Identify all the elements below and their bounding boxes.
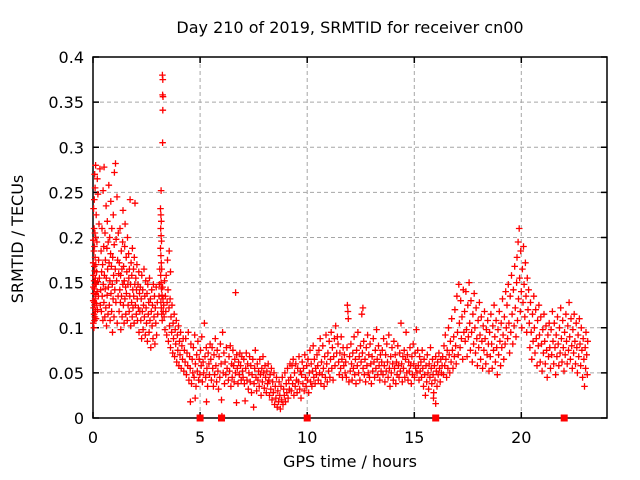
- chart-title: Day 210 of 2019, SRMTID for receiver cn0…: [176, 18, 524, 37]
- y-tick-label: 0.4: [59, 48, 84, 67]
- y-tick-label: 0.2: [59, 229, 84, 248]
- x-tick-label: 10: [297, 428, 317, 447]
- y-tick-label: 0.35: [48, 93, 84, 112]
- y-tick-label: 0.15: [48, 274, 84, 293]
- x-tick-label: 15: [404, 428, 424, 447]
- x-tick-label: 0: [88, 428, 98, 447]
- x-tick-label: 5: [195, 428, 205, 447]
- x-axis-label: GPS time / hours: [283, 452, 417, 471]
- y-tick-label: 0: [74, 409, 84, 428]
- series-srmtid-points: [89, 71, 591, 420]
- x-tick-label: 20: [511, 428, 531, 447]
- y-tick-label: 0.25: [48, 183, 84, 202]
- y-tick-label: 0.05: [48, 364, 84, 383]
- grid-lines: [93, 57, 607, 418]
- y-tick-label: 0.3: [59, 138, 84, 157]
- y-tick-label: 0.1: [59, 319, 84, 338]
